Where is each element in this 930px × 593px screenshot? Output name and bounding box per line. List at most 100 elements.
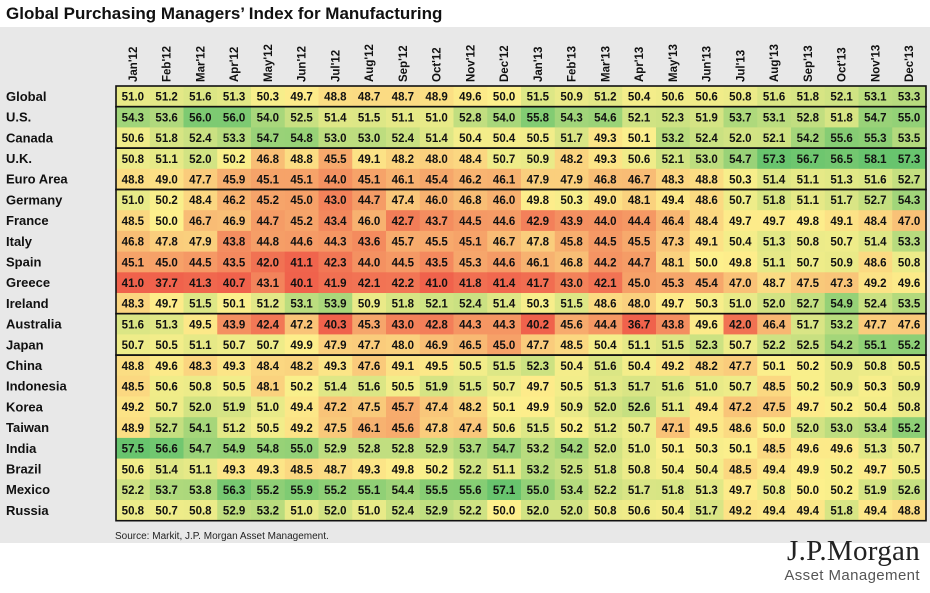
heat-cell xyxy=(791,148,826,170)
cell-value: 49.4 xyxy=(290,402,313,414)
column-label: Oct'13 xyxy=(837,47,849,82)
cell-value: 47.7 xyxy=(358,340,380,352)
heat-cell xyxy=(149,479,184,501)
cell-value: 50.6 xyxy=(122,464,144,476)
heat-cell xyxy=(419,148,454,170)
cell-value: 50.3 xyxy=(257,92,279,104)
cell-value: 42.9 xyxy=(527,216,549,228)
heat-cell xyxy=(116,210,151,232)
cell-value: 51.1 xyxy=(662,402,685,414)
heat-cell xyxy=(689,334,724,356)
heat-cell xyxy=(183,272,218,294)
cell-value: 52.5 xyxy=(290,112,313,124)
cell-value: 52.0 xyxy=(729,133,751,145)
cell-value: 52.5 xyxy=(560,464,583,476)
heat-cell xyxy=(824,313,859,335)
cell-value: 55.6 xyxy=(459,485,481,497)
heat-cell xyxy=(116,396,151,418)
column-label: Jan'12 xyxy=(128,47,140,82)
cell-value: 47.5 xyxy=(797,278,820,290)
heat-cell xyxy=(521,272,556,294)
cell-value: 53.1 xyxy=(763,112,786,124)
cell-value: 40.3 xyxy=(324,319,346,331)
cell-value: 50.8 xyxy=(763,485,786,497)
heat-cell xyxy=(791,396,826,418)
heat-cell xyxy=(386,437,421,459)
cell-value: 49.7 xyxy=(864,464,886,476)
heat-cell xyxy=(284,148,319,170)
cell-value: 51.1 xyxy=(628,340,651,352)
cell-value: 42.4 xyxy=(257,319,280,331)
cell-value: 52.4 xyxy=(392,133,415,145)
cell-value: 53.3 xyxy=(898,237,920,249)
cell-value: 51.6 xyxy=(594,361,616,373)
heat-cell xyxy=(116,168,151,190)
column-label: Feb'13 xyxy=(567,46,579,82)
cell-value: 49.3 xyxy=(324,361,346,373)
cell-value: 48.6 xyxy=(864,257,886,269)
cell-value: 50.1 xyxy=(729,444,752,456)
cell-value: 54.0 xyxy=(257,112,279,124)
cell-value: 52.9 xyxy=(324,444,346,456)
heat-cell xyxy=(487,148,522,170)
heat-cell xyxy=(419,86,454,107)
heat-cell xyxy=(217,230,252,252)
cell-value: 44.5 xyxy=(459,216,482,228)
cell-value: 55.2 xyxy=(898,340,920,352)
cell-value: 46.1 xyxy=(392,174,415,186)
heat-cell xyxy=(824,500,859,521)
column-label: Dec'12 xyxy=(499,45,511,82)
cell-value: 52.8 xyxy=(358,444,381,456)
cell-value: 47.2 xyxy=(290,319,312,331)
heat-cell xyxy=(689,189,724,211)
heat-cell xyxy=(554,168,589,190)
heat-cell xyxy=(723,148,758,170)
cell-value: 51.1 xyxy=(155,154,178,166)
row-label: Spain xyxy=(6,254,41,269)
heat-cell xyxy=(284,210,319,232)
cell-value: 44.4 xyxy=(594,319,617,331)
cell-value: 45.8 xyxy=(560,237,583,249)
cell-value: 46.8 xyxy=(459,195,482,207)
heat-cell xyxy=(554,127,589,149)
heat-cell xyxy=(723,106,758,128)
cell-value: 51.0 xyxy=(257,402,279,414)
cell-value: 51.1 xyxy=(189,340,212,352)
cell-value: 43.9 xyxy=(223,319,245,331)
heat-cell xyxy=(149,106,184,128)
heat-cell xyxy=(554,437,589,459)
cell-value: 51.6 xyxy=(122,319,144,331)
heat-cell xyxy=(386,458,421,480)
cell-value: 49.6 xyxy=(155,361,177,373)
cell-value: 45.0 xyxy=(155,257,177,269)
heat-cell xyxy=(588,293,623,314)
cell-value: 55.2 xyxy=(898,423,920,435)
cell-value: 54.0 xyxy=(493,112,515,124)
heat-cell xyxy=(251,396,286,418)
cell-value: 51.6 xyxy=(189,92,211,104)
heat-cell xyxy=(251,251,286,273)
heat-cell xyxy=(791,375,826,397)
heat-cell xyxy=(251,86,286,107)
cell-value: 51.0 xyxy=(290,506,312,518)
heat-cell xyxy=(521,437,556,459)
cell-value: 42.1 xyxy=(594,278,617,290)
cell-value: 52.4 xyxy=(392,506,415,518)
heat-cell xyxy=(419,334,454,356)
heat-cell xyxy=(791,500,826,521)
heat-cell xyxy=(757,375,792,397)
heat-cell xyxy=(116,251,151,273)
heat-cell xyxy=(622,417,657,439)
heat-cell xyxy=(656,355,691,377)
cell-value: 43.0 xyxy=(392,319,414,331)
heat-cell xyxy=(352,500,387,521)
cell-value: 48.1 xyxy=(628,195,651,207)
heat-cell xyxy=(791,230,826,252)
heat-cell xyxy=(183,437,218,459)
cell-value: 46.4 xyxy=(763,319,786,331)
heat-cell xyxy=(487,355,522,377)
cell-value: 52.4 xyxy=(189,133,212,145)
heat-cell xyxy=(453,148,488,170)
heat-cell xyxy=(217,396,252,418)
heat-cell xyxy=(824,86,859,107)
